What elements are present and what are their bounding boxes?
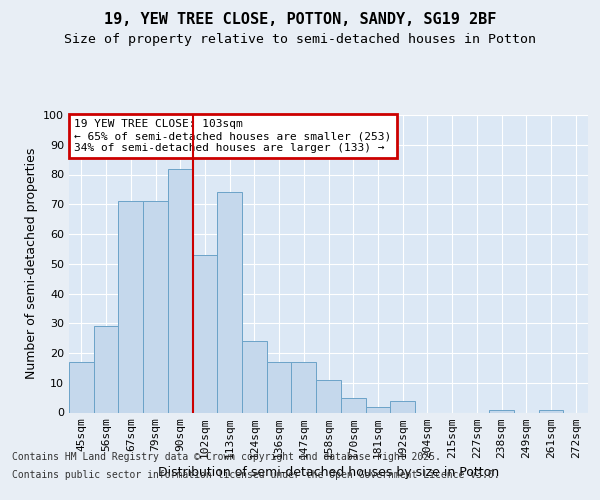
Bar — [193, 255, 217, 412]
Bar — [168, 168, 193, 412]
Bar — [341, 398, 365, 412]
Bar — [94, 326, 118, 412]
Bar — [267, 362, 292, 412]
Bar — [118, 202, 143, 412]
Bar — [365, 406, 390, 412]
X-axis label: Distribution of semi-detached houses by size in Potton: Distribution of semi-detached houses by … — [158, 466, 499, 479]
Text: Size of property relative to semi-detached houses in Potton: Size of property relative to semi-detach… — [64, 32, 536, 46]
Bar — [489, 410, 514, 412]
Y-axis label: Number of semi-detached properties: Number of semi-detached properties — [25, 148, 38, 380]
Bar — [69, 362, 94, 412]
Bar — [390, 400, 415, 412]
Bar — [292, 362, 316, 412]
Bar — [242, 341, 267, 412]
Text: 19 YEW TREE CLOSE: 103sqm
← 65% of semi-detached houses are smaller (253)
34% of: 19 YEW TREE CLOSE: 103sqm ← 65% of semi-… — [74, 120, 391, 152]
Text: Contains HM Land Registry data © Crown copyright and database right 2025.: Contains HM Land Registry data © Crown c… — [12, 452, 441, 462]
Bar — [217, 192, 242, 412]
Bar — [539, 410, 563, 412]
Text: Contains public sector information licensed under the Open Government Licence v3: Contains public sector information licen… — [12, 470, 500, 480]
Bar — [316, 380, 341, 412]
Text: 19, YEW TREE CLOSE, POTTON, SANDY, SG19 2BF: 19, YEW TREE CLOSE, POTTON, SANDY, SG19 … — [104, 12, 496, 28]
Bar — [143, 202, 168, 412]
